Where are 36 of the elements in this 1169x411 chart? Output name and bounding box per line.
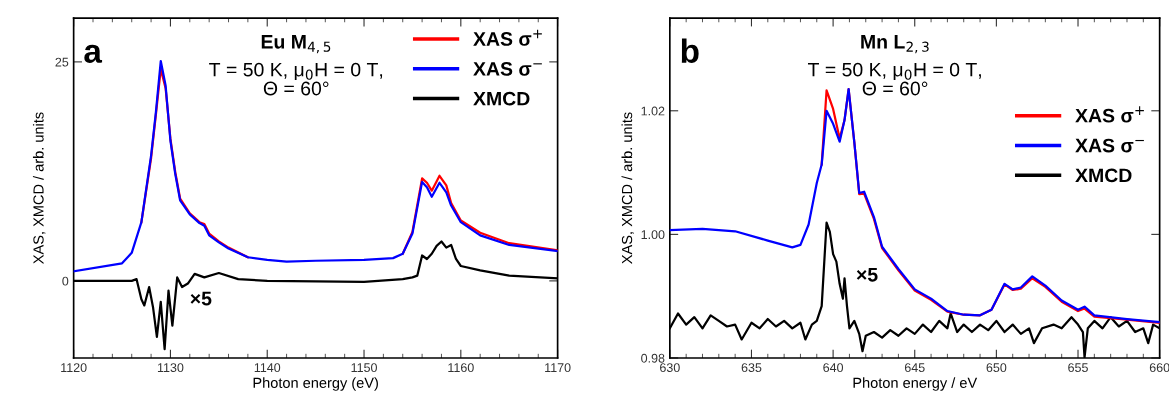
annotation: a bbox=[84, 44, 103, 63]
x-tick-label: 1160 bbox=[448, 363, 474, 373]
legend-label: XAS σ$^{−}$ bbox=[1075, 138, 1144, 153]
annotation: ×5 bbox=[190, 291, 212, 306]
x-tick-label: 1170 bbox=[545, 363, 571, 373]
legend-label: XAS σ$^{−}$ bbox=[473, 61, 542, 76]
y-axis-title: XAS, XMCD / arb. units bbox=[621, 112, 634, 264]
text: T = 50 K, μ$_{0}$H = 0 T, Θ = 60° bbox=[209, 62, 383, 96]
y-tick-label: 0 bbox=[62, 276, 69, 286]
x-tick-label: 660 bbox=[1149, 363, 1169, 373]
x-tick-label: 635 bbox=[741, 363, 762, 373]
x-tick-label: 645 bbox=[904, 363, 925, 373]
annotation: ×5 bbox=[856, 268, 878, 282]
y-tick-label: 1.00 bbox=[641, 230, 665, 240]
x-tick-label: 1150 bbox=[351, 363, 377, 373]
x-tick-label: 650 bbox=[986, 363, 1007, 373]
x-tick-label: 1140 bbox=[254, 363, 281, 373]
x-tick-label: 1130 bbox=[157, 363, 184, 373]
y-tick-label: 25 bbox=[55, 57, 69, 67]
legend-label: XAS σ$^{+}$ bbox=[473, 29, 542, 46]
y-tick-label: 0.98 bbox=[641, 353, 665, 363]
text: Eu M$_{4,5}$ bbox=[261, 35, 331, 54]
x-tick-label: 640 bbox=[823, 363, 844, 373]
text: T = 50 K, μ$_{0}$H = 0 T, Θ = 60° bbox=[807, 62, 981, 96]
x-axis-title: Photon energy (eV) bbox=[253, 377, 378, 391]
legend-label: XMCD bbox=[1075, 168, 1132, 183]
x-tick-label: 1120 bbox=[61, 363, 87, 373]
x-axis-title: Photon energy / eV bbox=[853, 377, 978, 391]
legend-label: XMCD bbox=[473, 91, 530, 106]
text: Mn L$_{2,3}$ bbox=[861, 35, 929, 54]
x-tick-label: 655 bbox=[1068, 363, 1088, 373]
annotation: b bbox=[681, 38, 699, 63]
y-tick-label: 1.02 bbox=[641, 106, 665, 116]
y-axis-title: XAS, XMCD / arb. units bbox=[32, 112, 46, 264]
legend-label: XAS σ$^{+}$ bbox=[1075, 106, 1144, 123]
x-tick-label: 630 bbox=[660, 363, 680, 373]
